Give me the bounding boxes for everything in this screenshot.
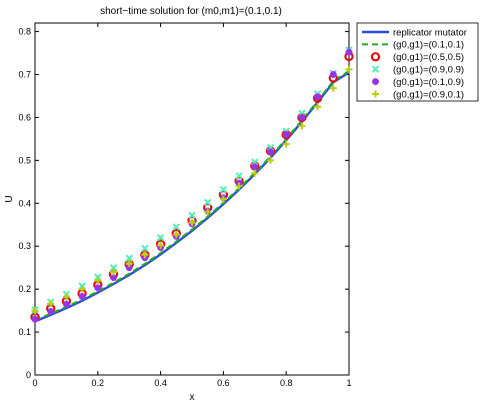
legend-swatch: [372, 90, 379, 98]
data-point: [78, 292, 86, 300]
data-point: [110, 268, 117, 276]
legend-label: (g0,g1)=(0.1,0.1): [393, 40, 464, 51]
series-0: [34, 71, 350, 323]
data-point: [314, 93, 322, 101]
legend-item: (g0,g1)=(0.1,0.9): [372, 77, 464, 88]
legend-label: (g0,g1)=(0.9,0.9): [393, 65, 464, 76]
y-tick-label: 0.7: [18, 70, 31, 80]
data-point: [157, 241, 165, 249]
data-point: [47, 300, 55, 308]
y-tick-label: 0.6: [18, 112, 31, 122]
x-tick-label: 0.6: [217, 378, 230, 388]
legend: replicator mutator(g0,g1)=(0.1,0.1)(g0,g…: [356, 22, 479, 102]
data-point: [345, 48, 353, 56]
data-point: [141, 244, 149, 253]
series-line: [34, 71, 350, 323]
data-point: [235, 172, 243, 180]
y-axis: 0 0.1 0.2 0.3 0.4 0.5 0.6 0.7 0.8: [18, 27, 349, 380]
data-point: [31, 307, 39, 315]
chart-title: short−time solution for (m0,m1)=(0.1,0.1…: [100, 6, 282, 17]
data-point: [62, 293, 70, 301]
data-point: [282, 140, 290, 148]
legend-item: (g0,g1)=(0.9,0.1): [372, 89, 464, 100]
data-point: [172, 223, 181, 231]
data-point: [47, 308, 55, 315]
data-point: [156, 233, 165, 242]
data-point: [298, 113, 306, 121]
legend-item: (g0,g1)=(0.9,0.9): [371, 65, 464, 76]
data-point: [267, 148, 274, 156]
data-point: [219, 185, 228, 194]
data-point: [188, 219, 196, 227]
y-tick-label: 0.2: [18, 284, 31, 294]
y-tick-label: 0.1: [18, 327, 31, 337]
data-point: [125, 259, 133, 267]
legend-item: (g0,g1)=(0.1,0.1): [362, 40, 464, 51]
y-axis-label: U: [4, 195, 15, 202]
x-axis-label: x: [190, 392, 195, 403]
data-point: [188, 211, 196, 220]
series-dashed-line: [34, 70, 350, 321]
x-axis: 0 0.2 0.4 0.6 0.8 1: [32, 23, 352, 388]
y-tick-label: 0.5: [18, 155, 31, 165]
data-point: [172, 231, 180, 239]
x-tick-label: 0.8: [280, 378, 293, 388]
legend-swatch: [372, 78, 379, 86]
data-point: [314, 103, 322, 111]
x-tick-label: 0.4: [154, 378, 167, 388]
data-point: [141, 251, 149, 259]
legend-item: (g0,g1)=(0.5,0.5): [370, 52, 464, 63]
legend-label: (g0,g1)=(0.9,0.1): [393, 89, 464, 100]
data-point: [78, 285, 86, 293]
data-point: [203, 198, 212, 207]
data-point: [219, 195, 227, 203]
data-point: [329, 71, 337, 78]
y-tick-label: 0: [26, 370, 31, 380]
data-point: [251, 163, 259, 171]
data-point: [298, 122, 306, 130]
series-1: [34, 70, 350, 321]
data-point: [329, 84, 337, 92]
data-point: [282, 131, 290, 139]
legend-swatch: [371, 65, 380, 73]
data-point: [251, 169, 259, 177]
series-5: [31, 65, 353, 315]
data-point: [345, 65, 353, 73]
y-tick-label: 0.8: [18, 27, 31, 37]
data-point: [94, 277, 102, 285]
data-point: [109, 263, 118, 272]
y-tick-label: 0.4: [18, 198, 31, 208]
data-point: [62, 300, 70, 308]
legend-label: (g0,g1)=(0.1,0.9): [393, 77, 464, 88]
data-point: [31, 315, 39, 323]
legend-box: [356, 22, 479, 102]
y-tick-label: 0.3: [18, 241, 31, 251]
x-tick-label: 1: [346, 378, 351, 388]
plot-area: [34, 22, 350, 376]
x-tick-label: 0.2: [92, 378, 105, 388]
data-point: [235, 182, 243, 190]
legend-label: replicator mutator: [393, 27, 467, 38]
legend-item: replicator mutator: [362, 27, 467, 38]
legend-swatch: [370, 52, 381, 62]
series-layer: [30, 46, 354, 323]
data-point: [267, 156, 274, 164]
data-point: [94, 284, 102, 292]
data-point: [204, 208, 212, 216]
x-tick-label: 0: [32, 378, 37, 388]
legend-label: (g0,g1)=(0.5,0.5): [393, 52, 464, 63]
data-point: [125, 254, 133, 262]
